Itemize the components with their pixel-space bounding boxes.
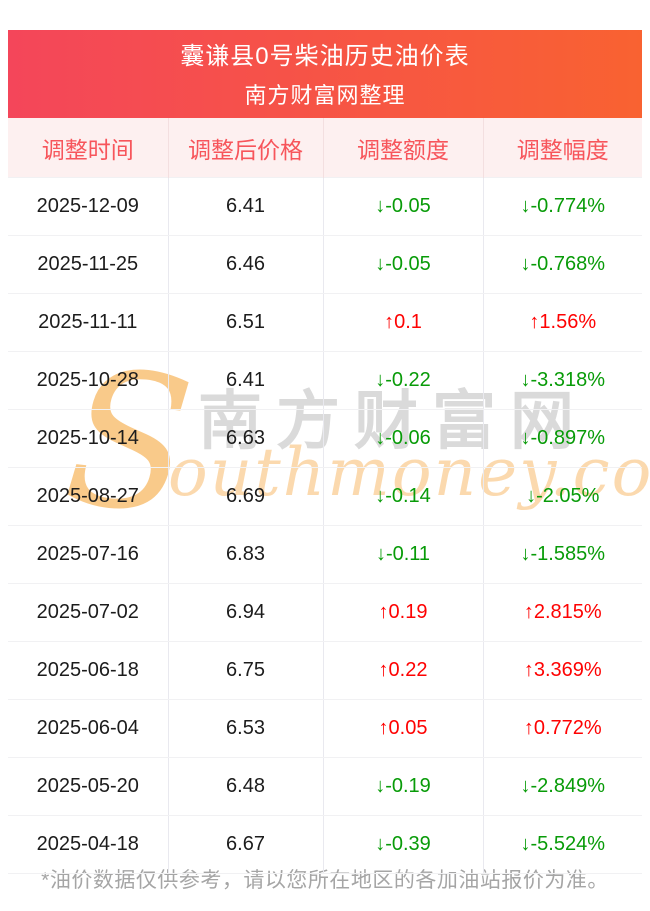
change-cell: ↓-0.05 bbox=[323, 177, 484, 236]
percent-cell: ↓-2.05% bbox=[483, 467, 642, 526]
price-cell: 6.75 bbox=[168, 641, 324, 700]
table-row: 2025-05-20 6.48 ↓-0.19 ↓-2.849% bbox=[8, 757, 642, 816]
change-cell: ↓-0.06 bbox=[323, 409, 484, 468]
change-cell: ↑0.22 bbox=[323, 641, 484, 700]
table-row: 2025-11-11 6.51 ↑0.1 ↑1.56% bbox=[8, 293, 642, 352]
percent-cell: ↑0.772% bbox=[483, 699, 642, 758]
page-title: 囊谦县0号柴油历史油价表 bbox=[180, 42, 470, 70]
price-cell: 6.48 bbox=[168, 757, 324, 816]
price-cell: 6.41 bbox=[168, 177, 324, 236]
percent-cell: ↓-3.318% bbox=[483, 351, 642, 410]
table-row: 2025-07-16 6.83 ↓-0.11 ↓-1.585% bbox=[8, 525, 642, 584]
header-banner: 囊谦县0号柴油历史油价表 南方财富网整理 bbox=[8, 30, 642, 118]
price-cell: 6.94 bbox=[168, 583, 324, 642]
price-cell: 6.53 bbox=[168, 699, 324, 758]
percent-cell: ↑1.56% bbox=[483, 293, 642, 352]
date-cell: 2025-10-14 bbox=[8, 409, 169, 468]
date-cell: 2025-12-09 bbox=[8, 177, 169, 236]
price-cell: 6.83 bbox=[168, 525, 324, 584]
table-row: 2025-08-27 6.69 ↓-0.14 ↓-2.05% bbox=[8, 467, 642, 526]
percent-cell: ↓-0.768% bbox=[483, 235, 642, 294]
table-row: 2025-11-25 6.46 ↓-0.05 ↓-0.768% bbox=[8, 235, 642, 294]
table-body: 2025-12-09 6.41 ↓-0.05 ↓-0.774% 2025-11-25 6.… bbox=[8, 177, 642, 874]
table-row: 2025-10-14 6.63 ↓-0.06 ↓-0.897% bbox=[8, 409, 642, 468]
change-cell: ↓-0.22 bbox=[323, 351, 484, 410]
table-row: 2025-12-09 6.41 ↓-0.05 ↓-0.774% bbox=[8, 177, 642, 236]
price-cell: 6.41 bbox=[168, 351, 324, 410]
date-cell: 2025-11-11 bbox=[8, 293, 169, 352]
date-cell: 2025-07-02 bbox=[8, 583, 169, 642]
change-cell: ↓-0.19 bbox=[323, 757, 484, 816]
date-cell: 2025-10-28 bbox=[8, 351, 169, 410]
column-header: 调整后价格 bbox=[168, 118, 324, 178]
change-cell: ↑0.05 bbox=[323, 699, 484, 758]
price-cell: 6.69 bbox=[168, 467, 324, 526]
percent-cell: ↓-5.524% bbox=[483, 815, 642, 874]
change-cell: ↓-0.05 bbox=[323, 235, 484, 294]
column-header: 调整幅度 bbox=[483, 118, 642, 178]
table-row: 2025-04-18 6.67 ↓-0.39 ↓-5.524% bbox=[8, 815, 642, 874]
change-cell: ↓-0.11 bbox=[323, 525, 484, 584]
price-cell: 6.63 bbox=[168, 409, 324, 468]
date-cell: 2025-08-27 bbox=[8, 467, 169, 526]
date-cell: 2025-04-18 bbox=[8, 815, 169, 874]
table-row: 2025-10-28 6.41 ↓-0.22 ↓-3.318% bbox=[8, 351, 642, 410]
date-cell: 2025-05-20 bbox=[8, 757, 169, 816]
price-cell: 6.51 bbox=[168, 293, 324, 352]
date-cell: 2025-06-04 bbox=[8, 699, 169, 758]
change-cell: ↓-0.39 bbox=[323, 815, 484, 874]
price-table-area: S 南方财富网 outhmoney.com 调整时间调整后价格调整额度调整幅度 … bbox=[8, 118, 650, 874]
price-history-table: 调整时间 调整后价格 调整额度 调整幅度 2025-12-09 6.41 ↓-0.05 ↓-… bbox=[8, 118, 642, 874]
column-header: 调整时间 bbox=[8, 118, 169, 178]
change-cell: ↑0.1 bbox=[323, 293, 484, 352]
date-cell: 2025-06-18 bbox=[8, 641, 169, 700]
page-subtitle: 南方财富网整理 bbox=[244, 83, 406, 109]
change-cell: ↑0.19 bbox=[323, 583, 484, 642]
table-row: 2025-07-02 6.94 ↑0.19 ↑2.815% bbox=[8, 583, 642, 642]
table-row: 2025-06-04 6.53 ↑0.05 ↑0.772% bbox=[8, 699, 642, 758]
table-header-row: 调整时间 调整后价格 调整额度 调整幅度 bbox=[8, 118, 642, 178]
percent-cell: ↑2.815% bbox=[483, 583, 642, 642]
column-header: 调整额度 bbox=[323, 118, 484, 178]
percent-cell: ↓-2.849% bbox=[483, 757, 642, 816]
percent-cell: ↓-0.774% bbox=[483, 177, 642, 236]
percent-cell: ↓-0.897% bbox=[483, 409, 642, 468]
date-cell: 2025-11-25 bbox=[8, 235, 169, 294]
change-cell: ↓-0.14 bbox=[323, 467, 484, 526]
footer-disclaimer: *油价数据仅供参考，请以您所在地区的各加油站报价为准。 bbox=[41, 869, 609, 892]
percent-cell: ↑3.369% bbox=[483, 641, 642, 700]
price-cell: 6.67 bbox=[168, 815, 324, 874]
price-cell: 6.46 bbox=[168, 235, 324, 294]
date-cell: 2025-07-16 bbox=[8, 525, 169, 584]
percent-cell: ↓-1.585% bbox=[483, 525, 642, 584]
table-row: 2025-06-18 6.75 ↑0.22 ↑3.369% bbox=[8, 641, 642, 700]
